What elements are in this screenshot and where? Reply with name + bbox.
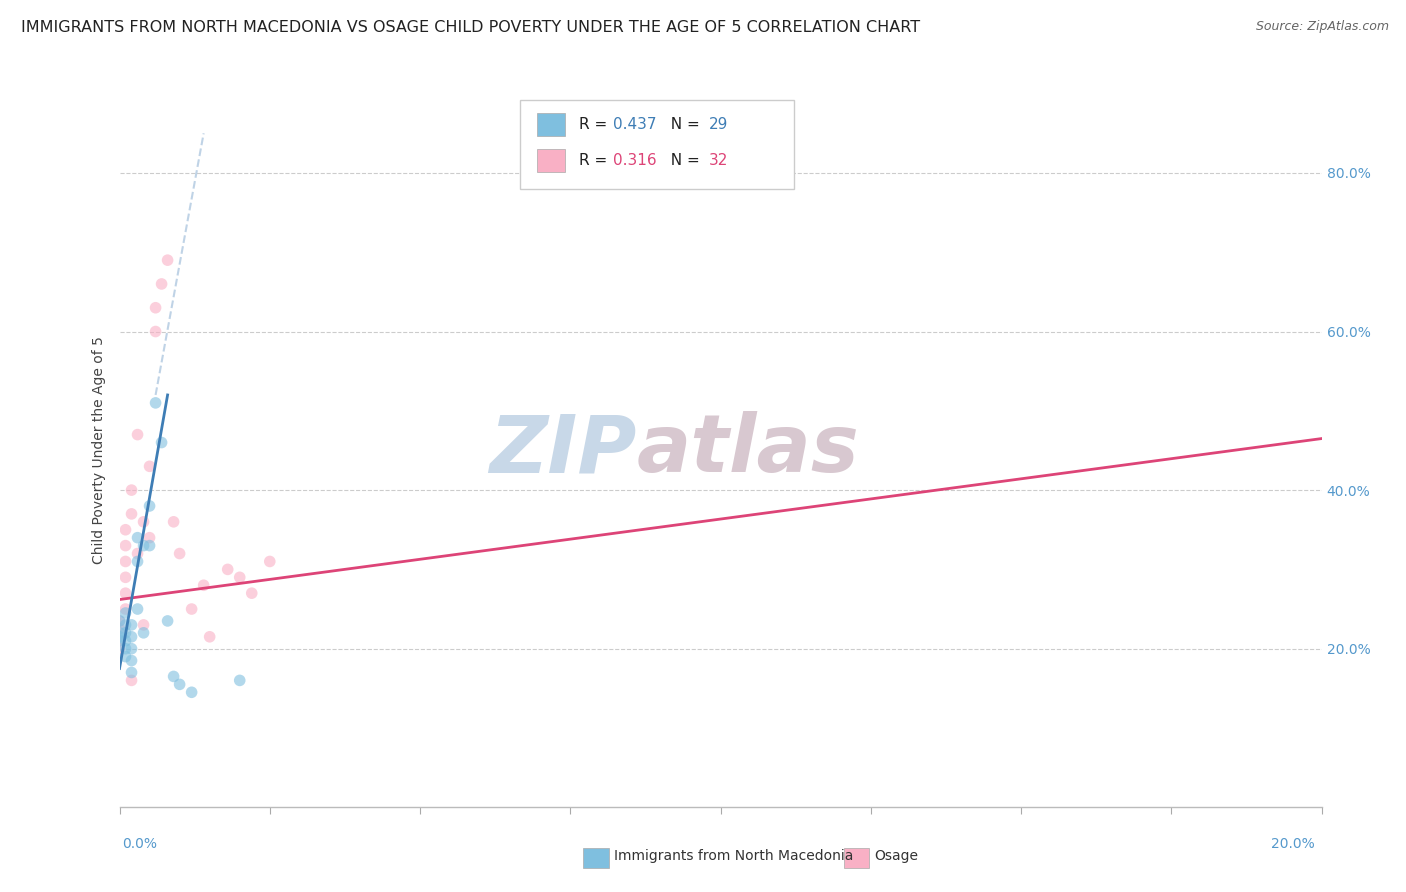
Point xyxy=(108,614,131,628)
Point xyxy=(114,523,136,537)
Point xyxy=(228,673,252,688)
Point xyxy=(162,669,184,683)
Point xyxy=(121,507,143,521)
Point xyxy=(145,325,167,339)
Point xyxy=(138,539,160,553)
Point xyxy=(198,630,221,644)
Text: Source: ZipAtlas.com: Source: ZipAtlas.com xyxy=(1256,20,1389,33)
Point xyxy=(156,253,179,268)
Text: atlas: atlas xyxy=(637,411,859,490)
Text: 29: 29 xyxy=(709,118,728,132)
Point xyxy=(114,586,136,600)
Point xyxy=(156,614,179,628)
Text: 0.437: 0.437 xyxy=(613,118,657,132)
Text: 0.0%: 0.0% xyxy=(122,837,157,851)
Point xyxy=(169,677,191,691)
Point xyxy=(132,618,155,632)
Text: R =: R = xyxy=(579,153,613,168)
Text: 0.316: 0.316 xyxy=(613,153,657,168)
Point xyxy=(138,531,160,545)
Point xyxy=(114,602,136,616)
Point xyxy=(108,633,131,648)
Point xyxy=(145,301,167,315)
Y-axis label: Child Poverty Under the Age of 5: Child Poverty Under the Age of 5 xyxy=(91,336,105,565)
Point xyxy=(121,618,143,632)
Point xyxy=(108,622,131,636)
Point xyxy=(228,570,252,584)
Point xyxy=(108,633,131,648)
Point xyxy=(114,625,136,640)
Point xyxy=(114,539,136,553)
Point xyxy=(240,586,263,600)
Point xyxy=(114,633,136,648)
Point xyxy=(121,673,143,688)
Text: Immigrants from North Macedonia: Immigrants from North Macedonia xyxy=(614,849,853,863)
Point xyxy=(193,578,215,592)
Text: 32: 32 xyxy=(709,153,728,168)
Text: N =: N = xyxy=(661,153,704,168)
Point xyxy=(114,570,136,584)
Point xyxy=(121,641,143,656)
Point xyxy=(138,499,160,513)
Point xyxy=(121,630,143,644)
Point xyxy=(150,277,173,291)
Text: IMMIGRANTS FROM NORTH MACEDONIA VS OSAGE CHILD POVERTY UNDER THE AGE OF 5 CORREL: IMMIGRANTS FROM NORTH MACEDONIA VS OSAGE… xyxy=(21,20,920,35)
Text: R =: R = xyxy=(579,118,613,132)
Point xyxy=(114,606,136,620)
Point xyxy=(114,554,136,568)
Text: Osage: Osage xyxy=(875,849,918,863)
Point xyxy=(114,618,136,632)
Point xyxy=(121,483,143,497)
Point xyxy=(132,515,155,529)
Point xyxy=(138,459,160,474)
Text: 20.0%: 20.0% xyxy=(1271,837,1315,851)
Point xyxy=(127,602,149,616)
Point xyxy=(259,554,281,568)
Point xyxy=(108,625,131,640)
Point xyxy=(132,625,155,640)
Point xyxy=(132,539,155,553)
Point xyxy=(114,649,136,664)
Point xyxy=(162,515,184,529)
Point xyxy=(145,396,167,410)
Point xyxy=(121,665,143,680)
Point xyxy=(127,547,149,561)
Point xyxy=(127,554,149,568)
Point xyxy=(217,562,239,576)
Point xyxy=(180,685,202,699)
Point xyxy=(114,641,136,656)
Text: N =: N = xyxy=(661,118,704,132)
Point xyxy=(180,602,202,616)
Point xyxy=(108,614,131,628)
Text: ZIP: ZIP xyxy=(489,411,637,490)
Point xyxy=(108,641,131,656)
Point xyxy=(108,630,131,644)
Point xyxy=(127,531,149,545)
Point xyxy=(150,435,173,450)
Point xyxy=(169,547,191,561)
Point xyxy=(121,654,143,668)
Point xyxy=(127,427,149,442)
